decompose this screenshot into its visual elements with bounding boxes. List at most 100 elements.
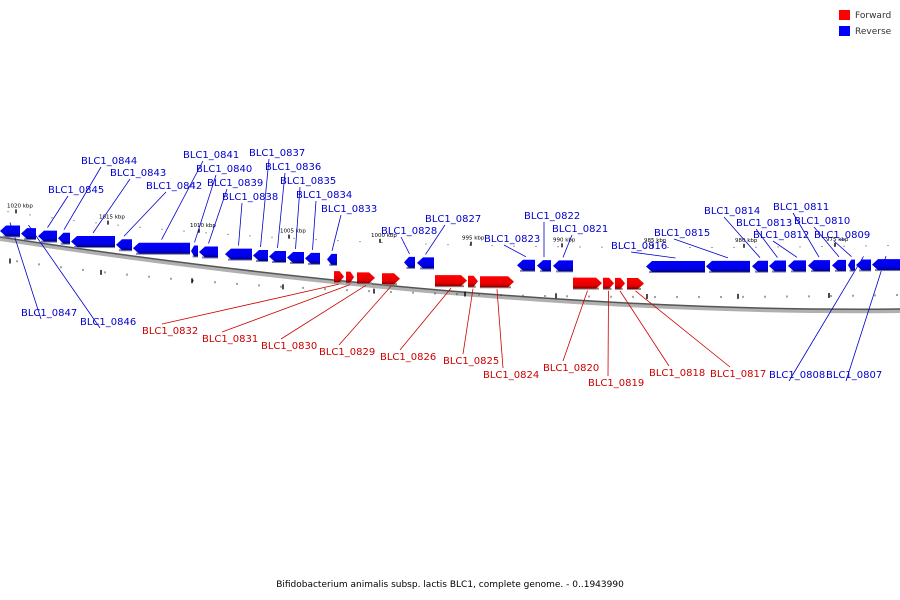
gene-label-blc1-0833[interactable]: BLC1_0833 bbox=[321, 204, 377, 215]
gene-label-blc1-0847[interactable]: BLC1_0847 bbox=[21, 308, 77, 319]
gene-label-blc1-0809[interactable]: BLC1_0809 bbox=[814, 230, 870, 241]
gene-label-blc1-0835[interactable]: BLC1_0835 bbox=[280, 176, 336, 187]
leader-line bbox=[813, 226, 840, 258]
gene-arrow-blc1-0821[interactable] bbox=[553, 260, 573, 272]
gene-arrow-blc1-0819[interactable] bbox=[603, 277, 614, 289]
gene-label-blc1-0837[interactable]: BLC1_0837 bbox=[249, 148, 305, 159]
gene-label-blc1-0834[interactable]: BLC1_0834 bbox=[296, 190, 352, 201]
gene-arrow-blc1-0835[interactable] bbox=[287, 252, 304, 264]
gene-label-blc1-0839[interactable]: BLC1_0839 bbox=[207, 178, 263, 189]
gene-label-blc1-0807[interactable]: BLC1_0807 bbox=[826, 370, 882, 381]
legend-forward-label: Forward bbox=[855, 11, 891, 21]
gene-label-blc1-0808[interactable]: BLC1_0808 bbox=[769, 370, 825, 381]
gene-label-blc1-0840[interactable]: BLC1_0840 bbox=[196, 164, 252, 175]
leader-line bbox=[123, 191, 167, 237]
gene-arrow-blc1-0814[interactable] bbox=[752, 260, 768, 272]
gene-arrow-blc1-0809[interactable] bbox=[848, 259, 855, 271]
gene-arrow-blc1-0812[interactable] bbox=[788, 260, 806, 272]
gene-label-blc1-0836[interactable]: BLC1_0836 bbox=[265, 162, 321, 173]
gene-arrow-blc1-0825[interactable] bbox=[468, 275, 478, 287]
leader-line bbox=[425, 224, 446, 255]
gene-label-blc1-0819[interactable]: BLC1_0819 bbox=[588, 378, 644, 389]
gene-arrow-blc1-0817[interactable] bbox=[627, 277, 644, 289]
leader-line bbox=[792, 212, 820, 258]
gene-label-blc1-0813[interactable]: BLC1_0813 bbox=[736, 218, 792, 229]
gene-arrow-blc1-0837[interactable] bbox=[253, 249, 268, 261]
gene-arrow-blc1-0846[interactable] bbox=[21, 228, 36, 240]
leader-line bbox=[562, 290, 588, 362]
gene-label-blc1-0822[interactable]: BLC1_0822 bbox=[524, 211, 580, 222]
gene-label-blc1-0846[interactable]: BLC1_0846 bbox=[80, 317, 136, 328]
leader-line bbox=[673, 238, 729, 259]
gene-label-blc1-0828[interactable]: BLC1_0828 bbox=[381, 226, 437, 237]
gene-arrow-blc1-0831[interactable] bbox=[346, 271, 354, 283]
gene-arrow-blc1-0810[interactable] bbox=[832, 259, 846, 271]
leader-line bbox=[221, 284, 351, 333]
gene-arrow-blc1-0840[interactable] bbox=[191, 245, 198, 257]
gene-label-blc1-0820[interactable]: BLC1_0820 bbox=[543, 363, 599, 374]
gene-arrow-blc1-0829[interactable] bbox=[382, 273, 400, 285]
gene-arrow-blc1-0844[interactable] bbox=[58, 232, 70, 244]
gene-arrow-blc1-0822[interactable] bbox=[537, 260, 551, 272]
gene-label-blc1-0830[interactable]: BLC1_0830 bbox=[261, 341, 317, 352]
leader-line bbox=[845, 255, 887, 382]
gene-arrow-blc1-0827[interactable] bbox=[417, 257, 434, 269]
gene-label-blc1-0821[interactable]: BLC1_0821 bbox=[552, 224, 608, 235]
gene-label-blc1-0824[interactable]: BLC1_0824 bbox=[483, 370, 539, 381]
gene-arrow-blc1-0813[interactable] bbox=[769, 260, 786, 272]
gene-label-blc1-0810[interactable]: BLC1_0810 bbox=[794, 216, 850, 227]
gene-label-blc1-0841[interactable]: BLC1_0841 bbox=[183, 150, 239, 161]
gene-label-blc1-0811[interactable]: BLC1_0811 bbox=[773, 202, 829, 213]
gene-arrow-blc1-0826[interactable] bbox=[435, 275, 467, 287]
gene-arrow-blc1-0838[interactable] bbox=[225, 248, 252, 260]
legend: Forward Reverse bbox=[839, 10, 892, 37]
gene-arrow-blc1-0824[interactable] bbox=[480, 276, 514, 288]
backbone-line bbox=[0, 236, 900, 310]
gene-label-blc1-0845[interactable]: BLC1_0845 bbox=[48, 185, 104, 196]
gene-arrow-blc1-0842[interactable] bbox=[116, 239, 132, 251]
gene-arrow-blc1-0830[interactable] bbox=[357, 272, 375, 284]
gene-label-blc1-0818[interactable]: BLC1_0818 bbox=[649, 368, 705, 379]
gene-label-blc1-0814[interactable]: BLC1_0814 bbox=[704, 206, 760, 217]
gene-arrow-blc1-0823[interactable] bbox=[517, 259, 535, 271]
gene-label-blc1-0832[interactable]: BLC1_0832 bbox=[142, 326, 198, 337]
gene-arrow-blc1-0828[interactable] bbox=[404, 256, 415, 268]
gene-arrow-blc1-0847[interactable] bbox=[0, 225, 20, 237]
gene-label-blc1-0812[interactable]: BLC1_0812 bbox=[753, 230, 809, 241]
gene-label-blc1-0842[interactable]: BLC1_0842 bbox=[146, 181, 202, 192]
leader-line bbox=[280, 284, 367, 340]
gene-label-blc1-0817[interactable]: BLC1_0817 bbox=[710, 369, 766, 380]
gene-arrow-blc1-0834[interactable] bbox=[305, 252, 320, 264]
gene-label-blc1-0838[interactable]: BLC1_0838 bbox=[222, 192, 278, 203]
gene-arrow-blc1-0815[interactable] bbox=[706, 260, 750, 272]
leader-line bbox=[399, 287, 452, 351]
gene-label-blc1-0844[interactable]: BLC1_0844 bbox=[81, 156, 137, 167]
gene-arrow-blc1-0832[interactable] bbox=[334, 271, 344, 283]
gene-arrow-blc1-0808[interactable] bbox=[856, 259, 871, 271]
gene-arrow-blc1-0845[interactable] bbox=[38, 230, 57, 242]
leader-line bbox=[723, 216, 761, 258]
gene-arrow-blc1-0843[interactable] bbox=[71, 236, 115, 248]
gene-arrow-blc1-0833[interactable] bbox=[327, 253, 337, 265]
gene-label-blc1-0827[interactable]: BLC1_0827 bbox=[425, 214, 481, 225]
gene-label-blc1-0829[interactable]: BLC1_0829 bbox=[319, 347, 375, 358]
gene-label-blc1-0823[interactable]: BLC1_0823 bbox=[484, 234, 540, 245]
gene-label-blc1-0815[interactable]: BLC1_0815 bbox=[654, 228, 710, 239]
gene-arrow-blc1-0816[interactable] bbox=[646, 261, 705, 273]
gene-label-blc1-0816[interactable]: BLC1_0816 bbox=[611, 241, 667, 252]
gene-label-blc1-0826[interactable]: BLC1_0826 bbox=[380, 352, 436, 363]
gene-arrow-blc1-0841[interactable] bbox=[133, 242, 190, 254]
tick-label: 995 kbp bbox=[462, 236, 485, 242]
gene-arrow-blc1-0811[interactable] bbox=[808, 260, 830, 272]
tick-label: 985 kbp bbox=[644, 238, 667, 244]
gene-arrow-blc1-0807[interactable] bbox=[872, 259, 900, 271]
gene-label-blc1-0825[interactable]: BLC1_0825 bbox=[443, 356, 499, 367]
legend-reverse-swatch bbox=[839, 26, 850, 36]
gene-arrow-blc1-0818[interactable] bbox=[615, 277, 625, 289]
gene-arrow-blc1-0839[interactable] bbox=[199, 246, 218, 258]
gene-label-blc1-0843[interactable]: BLC1_0843 bbox=[110, 168, 166, 179]
gene-arrow-blc1-0820[interactable] bbox=[573, 277, 602, 289]
gene-arrow-blc1-0836[interactable] bbox=[269, 251, 286, 263]
gene-label-blc1-0831[interactable]: BLC1_0831 bbox=[202, 334, 258, 345]
